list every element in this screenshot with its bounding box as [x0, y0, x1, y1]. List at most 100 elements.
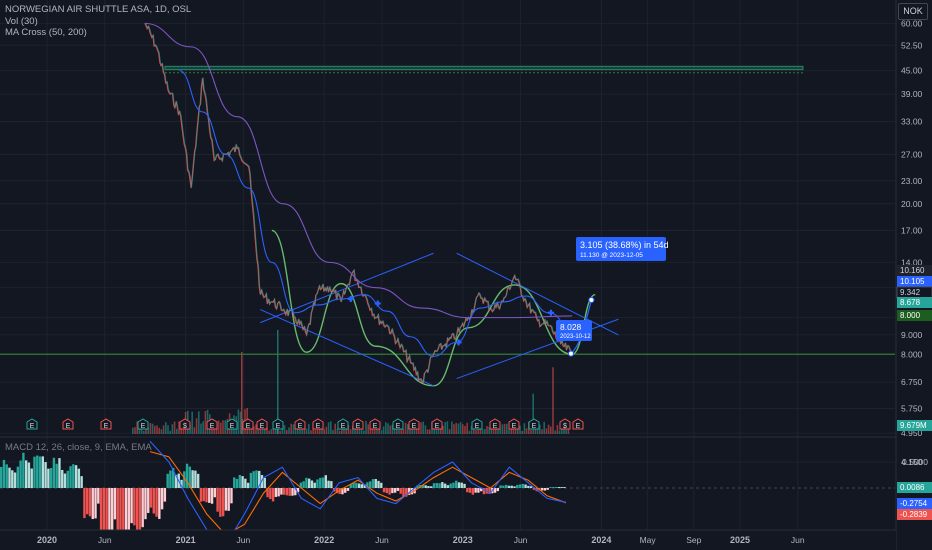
price-tick-label: 60.00 [901, 18, 923, 28]
marker-label: E [66, 423, 71, 430]
volume-bar [481, 429, 484, 434]
earnings-marker[interactable]: E [508, 418, 520, 430]
macd-histogram-bar [457, 482, 461, 488]
volume-bar [543, 421, 545, 434]
time-tick-label: May [640, 535, 657, 545]
dividend-marker[interactable]: $ [179, 418, 191, 430]
earnings-marker[interactable]: E [137, 418, 149, 430]
macd-histogram-bar [133, 488, 136, 526]
time-axis[interactable]: 2020 Jun 2021 Jun 2022 Jun 2023 Jun 2024 May Sep 20… [0, 529, 896, 550]
time-tick-label: 2023 [453, 535, 473, 545]
volume-bar [264, 426, 266, 434]
macd-histogram-bar [513, 486, 516, 488]
macd-histogram-bar [502, 485, 505, 488]
volume-bar [171, 424, 174, 434]
volume-bar [327, 422, 330, 434]
price-badge-label: 8.000 [900, 311, 921, 320]
earnings-marker[interactable]: E [312, 418, 324, 430]
volume-bar [178, 421, 180, 434]
macd-histogram-bar [321, 477, 325, 488]
macd-histogram-bar [463, 483, 466, 488]
macd-histogram-bar [477, 488, 480, 493]
ma-cross-legend[interactable]: MA Cross (50, 200) [5, 27, 87, 38]
macd-histogram-bar [455, 480, 458, 488]
volume-bar [169, 430, 171, 434]
macd-histogram-bar [443, 483, 447, 488]
price-series-layer [144, 22, 574, 384]
macd-histogram-bar [435, 482, 438, 488]
macd-histogram-bar [482, 488, 486, 495]
macd-histogram-bar [363, 484, 366, 488]
macd-histogram-bar [546, 488, 549, 490]
dividend-marker[interactable]: $ [559, 418, 571, 430]
earnings-marker[interactable]: E [431, 418, 443, 430]
marker-label: $ [183, 423, 187, 430]
marker-shape [62, 418, 74, 430]
earnings-marker[interactable]: E [489, 418, 501, 430]
marker-label: $ [563, 423, 567, 430]
earnings-marker[interactable]: E [369, 418, 381, 430]
macd-histogram-bar [369, 481, 372, 488]
earnings-marker[interactable]: E [242, 418, 254, 430]
macd-histogram-bar [313, 482, 316, 488]
earnings-marker[interactable]: E [256, 418, 268, 430]
earnings-marker[interactable]: E [352, 418, 364, 430]
earnings-marker[interactable]: E [392, 418, 404, 430]
time-tick-label: Jun [514, 535, 528, 545]
macd-histogram-bar [346, 488, 350, 491]
volume-bar [422, 421, 424, 434]
macd-legend[interactable]: MACD 12, 26, close, 9, EMA, EMA [5, 442, 152, 453]
symbol-legend[interactable]: NORWEGIAN AIR SHUTTLE ASA, 1D, OSL [5, 4, 192, 15]
volume-bar [336, 428, 339, 434]
macd-histogram-bar [280, 488, 283, 495]
macd-histogram-bar [366, 482, 369, 488]
volume-legend[interactable]: Vol (30) [5, 16, 38, 27]
earnings-marker[interactable]: E [528, 418, 540, 430]
event-markers[interactable]: E E E E $ E E E E E E E E E E E E E E E E E $ E [26, 418, 584, 430]
macd-histogram-bar [230, 488, 233, 504]
earnings-marker[interactable]: E [337, 418, 349, 430]
macd-histogram-bar [61, 469, 64, 488]
macd-histogram-bar [158, 488, 161, 519]
volume-bar [332, 429, 334, 434]
earnings-marker[interactable]: E [572, 418, 584, 430]
earnings-marker[interactable]: E [100, 418, 112, 430]
ma-cross-marker [374, 300, 381, 307]
earnings-marker[interactable]: E [226, 418, 238, 430]
earnings-marker[interactable]: E [408, 418, 420, 430]
macd-histogram-bar [38, 456, 42, 488]
macd-signal-line [149, 451, 567, 536]
macd-histogram-bar [180, 479, 183, 488]
earnings-marker[interactable]: E [26, 418, 38, 430]
macd-histogram-bar [135, 488, 139, 531]
macd-histogram-bar [72, 464, 75, 488]
earnings-marker[interactable]: E [206, 418, 218, 430]
marker-label: E [493, 423, 498, 430]
volume-bar [204, 411, 207, 434]
earnings-marker[interactable]: E [272, 418, 284, 430]
earnings-marker[interactable]: E [294, 418, 306, 430]
volume-bar [189, 425, 191, 434]
marker-label: E [576, 423, 581, 430]
volume-bar [558, 430, 561, 434]
earnings-marker[interactable]: E [471, 418, 483, 430]
earnings-marker[interactable]: E [62, 418, 74, 430]
volume-bar [462, 424, 464, 434]
marker-shape [337, 418, 349, 430]
low-box [556, 320, 592, 341]
macd-histogram-bar [302, 481, 305, 488]
price-axis[interactable]: 60.00 52.50 45.00 39.00 33.00 27.00 23.00 20.00… [895, 0, 932, 550]
macd-histogram-bar [271, 488, 275, 502]
macd-histogram-bar [77, 468, 81, 488]
macd-histogram-bar [105, 488, 108, 547]
macd-histogram-bar [205, 488, 208, 503]
volume-bar [490, 427, 493, 434]
macd-histogram-bar [249, 472, 253, 488]
volume-bar [349, 429, 352, 434]
currency-button[interactable]: NOK [898, 3, 928, 20]
volume-bar [464, 425, 466, 434]
macd-histogram-bar [543, 488, 547, 491]
ma-cross-marker [347, 296, 354, 303]
macd-histogram-bar [499, 485, 502, 488]
